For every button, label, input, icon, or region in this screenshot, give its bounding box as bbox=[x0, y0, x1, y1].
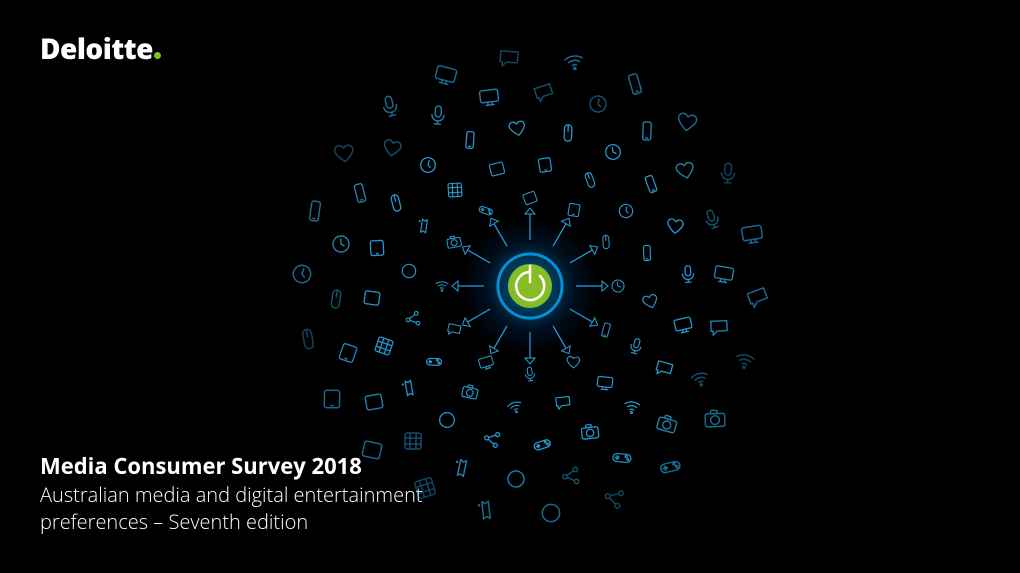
media-icon bbox=[477, 353, 495, 371]
media-icon bbox=[477, 201, 495, 219]
media-icon bbox=[586, 92, 610, 116]
media-icon bbox=[675, 109, 701, 135]
media-icon bbox=[496, 46, 522, 72]
media-icon bbox=[445, 180, 465, 200]
media-icon bbox=[433, 277, 451, 295]
media-icon bbox=[557, 122, 579, 144]
page-title: Media Consumer Survey 2018 bbox=[40, 452, 423, 481]
media-icon bbox=[655, 412, 679, 436]
media-icon bbox=[473, 497, 499, 523]
media-icon bbox=[712, 261, 736, 285]
media-icon bbox=[609, 277, 627, 295]
media-icon bbox=[565, 353, 583, 371]
media-icon bbox=[610, 445, 634, 469]
media-icon bbox=[531, 433, 553, 455]
media-icon bbox=[561, 49, 587, 75]
media-icon bbox=[521, 365, 539, 383]
logo-dot-icon bbox=[154, 52, 161, 59]
media-icon bbox=[401, 429, 425, 453]
media-icon bbox=[553, 393, 573, 413]
media-icon bbox=[361, 287, 383, 309]
media-icon bbox=[602, 141, 624, 163]
media-icon bbox=[653, 358, 675, 380]
media-icon bbox=[385, 192, 407, 214]
media-icon bbox=[450, 456, 474, 480]
media-icon bbox=[622, 71, 648, 97]
media-icon bbox=[702, 406, 728, 432]
page: Deloitte Media Consumer Survey 2018 Aust… bbox=[0, 0, 1020, 573]
media-icon bbox=[481, 428, 503, 450]
subtitle-line-2: preferences – Seventh edition bbox=[40, 508, 423, 535]
media-icon bbox=[332, 140, 358, 166]
media-icon bbox=[399, 261, 419, 281]
media-icon bbox=[436, 409, 458, 431]
media-icon bbox=[640, 173, 662, 195]
media-icon bbox=[445, 321, 463, 339]
media-icon bbox=[289, 261, 315, 287]
media-icon bbox=[715, 160, 741, 186]
media-icon bbox=[373, 335, 395, 357]
media-icon bbox=[487, 159, 507, 179]
media-icon bbox=[424, 351, 444, 371]
media-icon bbox=[739, 220, 765, 246]
media-icon bbox=[672, 313, 694, 335]
media-icon bbox=[674, 158, 698, 182]
logo-text: Deloitte bbox=[40, 30, 153, 68]
media-icon bbox=[677, 263, 699, 285]
media-icon bbox=[601, 485, 627, 511]
media-icon bbox=[366, 237, 388, 259]
title-block: Media Consumer Survey 2018 Australian me… bbox=[40, 452, 423, 535]
media-icon bbox=[377, 93, 403, 119]
media-icon bbox=[621, 396, 643, 418]
media-icon bbox=[324, 287, 348, 311]
media-icon bbox=[348, 181, 372, 205]
media-icon bbox=[565, 201, 583, 219]
media-icon bbox=[538, 500, 564, 526]
media-icon bbox=[700, 207, 724, 231]
power-button-icon bbox=[496, 252, 564, 320]
media-icon bbox=[745, 285, 771, 311]
media-icon bbox=[665, 215, 687, 237]
media-icon bbox=[403, 309, 423, 329]
media-icon bbox=[535, 155, 555, 175]
media-icon bbox=[504, 467, 528, 491]
media-icon bbox=[426, 103, 450, 127]
media-icon bbox=[688, 367, 712, 391]
media-icon bbox=[616, 201, 636, 221]
media-icon bbox=[597, 321, 615, 339]
media-icon bbox=[329, 232, 353, 256]
media-icon bbox=[635, 119, 659, 143]
media-icon bbox=[507, 117, 529, 139]
media-icon bbox=[362, 390, 386, 414]
subtitle-line-1: Australian media and digital entertainme… bbox=[40, 481, 423, 508]
media-icon bbox=[505, 397, 525, 417]
media-icon bbox=[707, 316, 731, 340]
media-icon bbox=[641, 291, 661, 311]
media-icon bbox=[433, 61, 459, 87]
media-icon bbox=[580, 170, 600, 190]
media-icon bbox=[459, 129, 481, 151]
media-icon bbox=[732, 348, 758, 374]
media-icon bbox=[417, 154, 439, 176]
media-icon bbox=[336, 341, 360, 365]
media-icon bbox=[521, 189, 539, 207]
media-icon bbox=[579, 421, 601, 443]
media-icon bbox=[319, 386, 345, 412]
media-icon bbox=[657, 453, 683, 479]
media-icon bbox=[295, 326, 321, 352]
media-icon bbox=[381, 136, 405, 160]
media-icon bbox=[559, 464, 583, 488]
media-icon bbox=[460, 382, 480, 402]
media-icon bbox=[302, 198, 328, 224]
deloitte-logo: Deloitte bbox=[40, 30, 161, 68]
media-icon bbox=[414, 216, 434, 236]
media-icon bbox=[445, 233, 463, 251]
media-icon bbox=[477, 84, 501, 108]
media-icon bbox=[398, 377, 420, 399]
media-icon bbox=[637, 243, 657, 263]
media-icon bbox=[626, 336, 646, 356]
media-icon bbox=[532, 81, 556, 105]
media-icon bbox=[595, 372, 615, 392]
media-icon bbox=[597, 233, 615, 251]
